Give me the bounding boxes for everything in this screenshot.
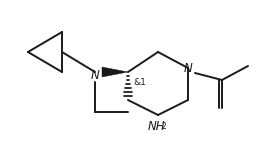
Text: 2: 2 (161, 122, 166, 131)
Polygon shape (102, 67, 128, 77)
Text: &1: &1 (133, 78, 146, 87)
Text: N: N (183, 62, 192, 74)
Text: NH: NH (148, 120, 166, 133)
Text: N: N (91, 69, 99, 82)
